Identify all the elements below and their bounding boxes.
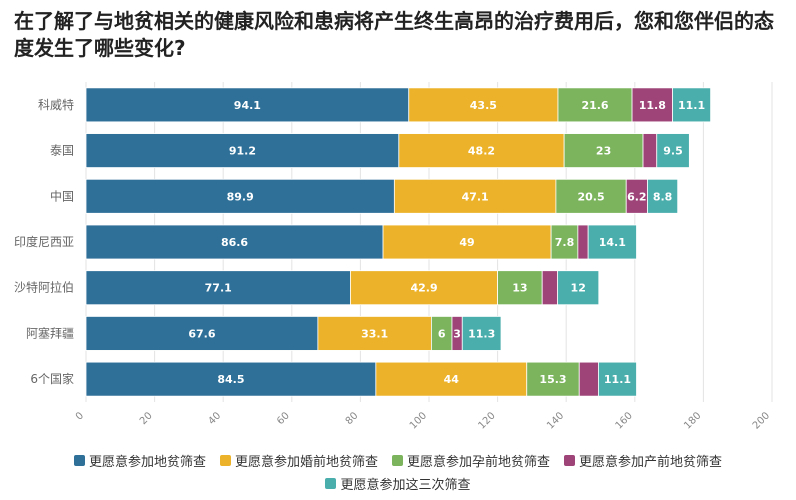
bar-segment: [642, 133, 658, 168]
data-label: 12: [571, 282, 586, 295]
data-label: 7.8: [555, 236, 575, 249]
legend-item[interactable]: 更愿意参加地贫筛查: [73, 451, 206, 470]
bar-segment: [398, 133, 565, 168]
legend-item[interactable]: 更愿意参加孕前地贫筛查: [392, 451, 550, 470]
legend-label: 更愿意参加地贫筛查: [88, 455, 206, 470]
bar-segment: [672, 87, 712, 123]
data-label: 11.3: [468, 327, 495, 340]
y-tick-label: 印度尼西亚: [14, 234, 74, 249]
bar-segment: [85, 270, 351, 306]
data-label: 43.5: [470, 99, 497, 112]
x-tick-label: 60: [275, 410, 292, 427]
data-label: 14.1: [599, 236, 626, 249]
bar-segment: [656, 133, 690, 168]
bar-segment: [85, 133, 400, 168]
legend: 更愿意参加地贫筛查 更愿意参加婚前地贫筛查 更愿意参加孕前地贫筛查 更愿意参加产前地贫…: [30, 451, 766, 493]
y-tick-label: 中国: [50, 188, 74, 203]
bar-segment: [557, 87, 633, 123]
data-label: 3: [453, 327, 461, 340]
x-tick-label: 100: [408, 410, 429, 431]
bar-segment: [461, 316, 502, 351]
data-label: 8.8: [653, 190, 673, 203]
chart-title: 在了解了与地贫相关的健康风险和患病将产生终生高昂的治疗费用后，您和您伴侣的态度发…: [14, 9, 774, 60]
bar-segment: [587, 224, 637, 260]
bar-segment: [85, 316, 319, 351]
data-label: 20.5: [577, 190, 604, 203]
data-label: 6.2: [627, 190, 647, 203]
legend-item[interactable]: 更愿意参加这三次筛查: [325, 474, 471, 493]
bar-segment: [550, 224, 579, 260]
legend-swatch: [219, 455, 231, 466]
data-label: 47.1: [462, 190, 489, 203]
legend-label: 更愿意参加孕前地贫筛查: [407, 455, 551, 470]
legend-item[interactable]: 更愿意参加产前地贫筛查: [564, 451, 722, 470]
bar-segment: [375, 361, 528, 397]
legend-label: 更愿意参加产前地贫筛查: [579, 455, 723, 470]
data-label: 67.6: [188, 327, 215, 340]
data-label: 84.5: [217, 373, 244, 386]
legend-item[interactable]: 更愿意参加婚前地贫筛查: [219, 451, 378, 470]
y-tick-label: 6个国家: [30, 371, 74, 386]
bar-segment: [577, 224, 589, 260]
x-tick-label: 40: [207, 410, 224, 427]
legend-swatch: [73, 455, 85, 466]
data-label: 11.1: [604, 373, 631, 386]
bar-segment: [85, 178, 395, 214]
bar-segment: [598, 361, 637, 397]
data-label: 89.9: [227, 190, 254, 203]
y-tick-label: 泰国: [50, 144, 74, 158]
bar-segment: [647, 178, 679, 214]
legend-label: 更愿意参加婚前地贫筛查: [234, 455, 378, 470]
legend-swatch: [392, 455, 403, 466]
bar-segment: [497, 270, 543, 306]
bar-segment: [317, 316, 432, 351]
data-label: 48.2: [468, 145, 495, 158]
x-tick-label: 200: [751, 410, 772, 431]
data-label: 11.1: [678, 99, 705, 112]
bar-series: 94.1 43.5 21.6 11.8 11.1 91.2 48.2 23 9.5 89.9 47.…: [85, 87, 712, 397]
bar-segment: [85, 87, 410, 123]
value-axis: 0 20 40 60 80 100 120 140 160 180 200: [74, 410, 772, 431]
bar-segment: [408, 87, 559, 123]
legend-label: 更愿意参加这三次筛查: [340, 478, 471, 493]
bar-segment: [85, 361, 377, 397]
data-label: 49: [459, 236, 474, 249]
data-label: 23: [596, 145, 611, 158]
data-label: 77.1: [205, 282, 232, 295]
bar-segment: [541, 270, 559, 306]
x-tick-label: 0: [74, 410, 86, 422]
bar-segment: [563, 133, 644, 168]
legend-swatch: [325, 478, 337, 489]
bar-segment: [85, 224, 384, 260]
x-tick-label: 180: [682, 410, 703, 431]
x-tick-label: 20: [138, 410, 155, 427]
data-label: 21.6: [581, 99, 608, 112]
legend-swatch: [564, 455, 576, 466]
data-label: 9.5: [663, 145, 683, 158]
data-label: 86.6: [221, 236, 248, 249]
y-tick-label: 阿塞拜疆: [26, 325, 74, 340]
data-label: 94.1: [234, 99, 261, 112]
data-label: 42.9: [410, 282, 437, 295]
data-label: 15.3: [539, 373, 566, 386]
bar-segment: [578, 361, 599, 397]
bar-segment: [393, 178, 557, 214]
x-tick-label: 80: [344, 410, 361, 427]
bar-segment: [350, 270, 499, 306]
data-label: 6: [438, 327, 446, 340]
y-tick-label: 科威特: [38, 97, 74, 112]
bar-segment: [557, 270, 600, 306]
data-label: 11.8: [639, 99, 666, 112]
data-label: 33.1: [361, 327, 388, 340]
data-label: 13: [512, 282, 527, 295]
data-label: 91.2: [229, 145, 256, 158]
x-tick-label: 120: [476, 410, 497, 431]
x-tick-label: 140: [545, 410, 566, 431]
data-label: 44: [444, 373, 460, 386]
x-tick-label: 160: [614, 410, 635, 431]
y-tick-label: 沙特阿拉伯: [14, 280, 74, 295]
